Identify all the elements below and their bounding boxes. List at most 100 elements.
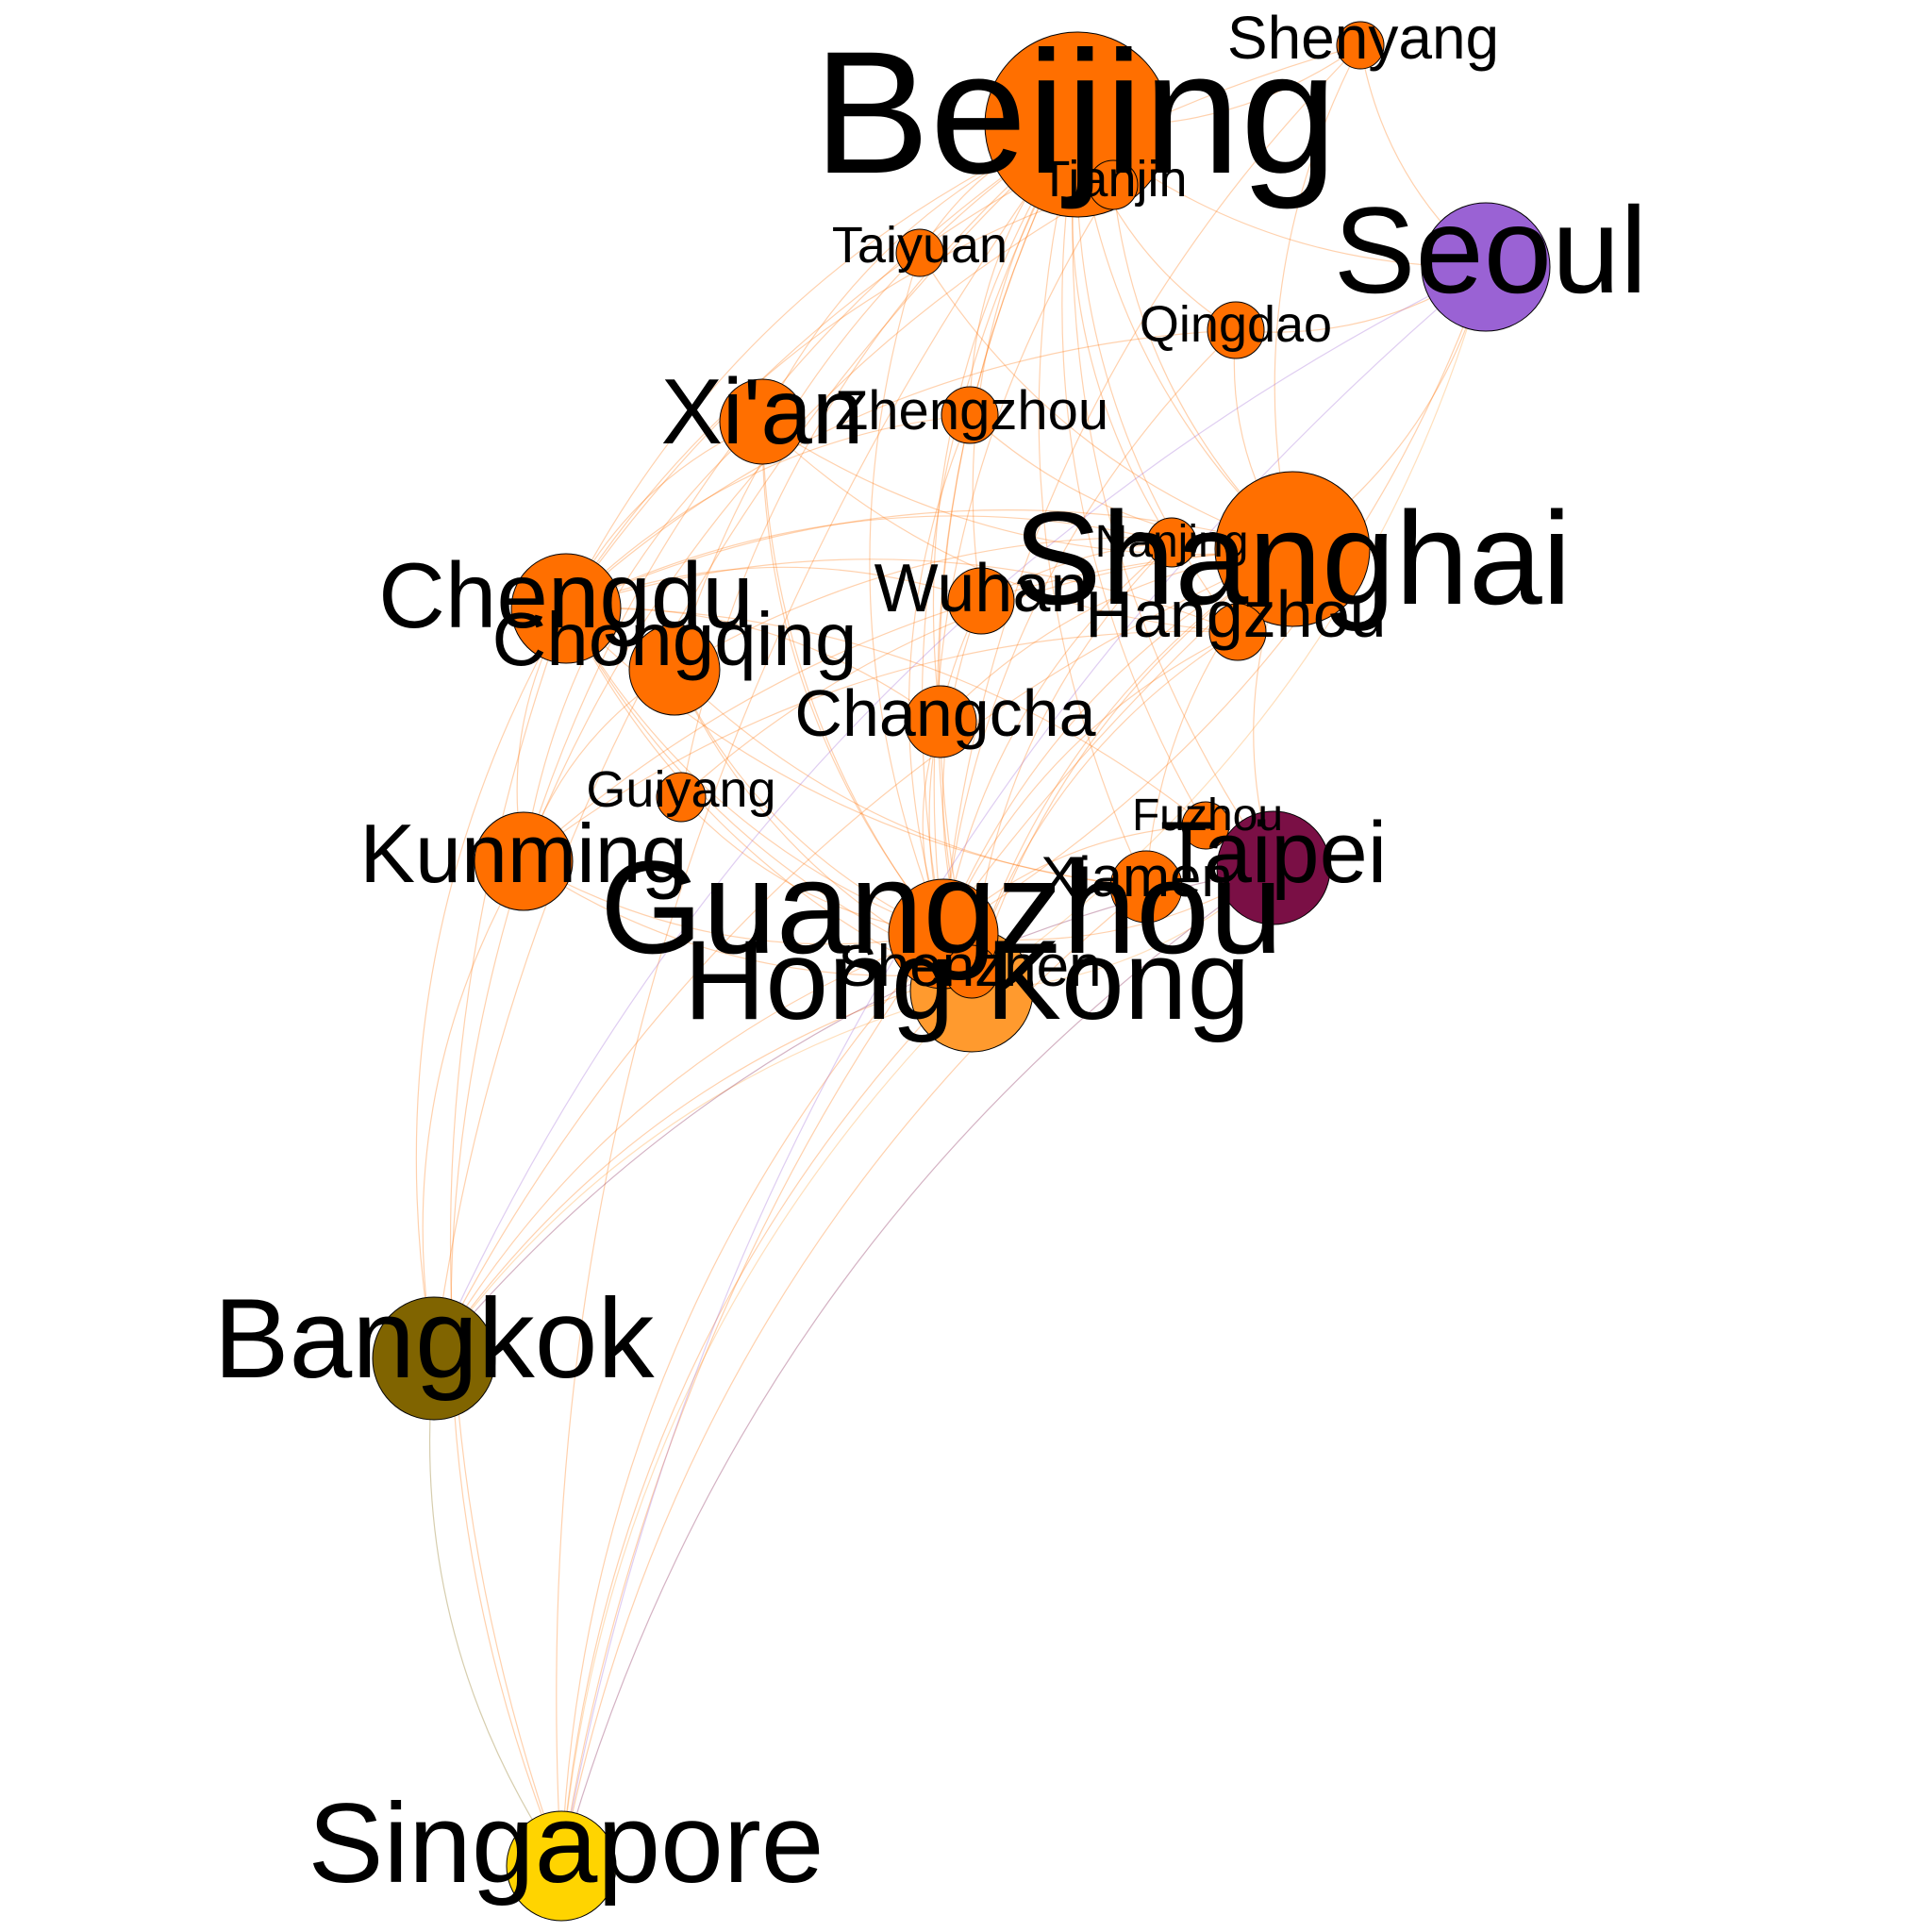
label-chongqing: Chongqing: [492, 597, 858, 681]
label-bangkok: Bangkok: [214, 1275, 656, 1402]
edge-qingdao-chengdu: [565, 329, 1237, 609]
edge-tianjin-chengdu: [565, 184, 1114, 609]
label-qingdao: Qingdao: [1140, 296, 1332, 353]
edge-zhengzhou-chengdu: [565, 414, 971, 609]
edge-shenzhen-singapore: [560, 971, 973, 1867]
edge-shenyang-guangzhou: [942, 44, 1361, 935]
edge-beijing-taipei: [1072, 124, 1274, 869]
edge-bangkok-singapore: [428, 1357, 562, 1867]
node-wuhan: [947, 567, 1015, 635]
node-qingdao: [1207, 301, 1265, 359]
label-zhengzhou: Zhengzhou: [835, 380, 1108, 441]
edge-qingdao-guangzhou: [942, 329, 1237, 935]
label-chengdu: Chengdu: [378, 543, 754, 647]
label-hangzhou: Hangzhou: [1085, 577, 1386, 651]
node-shenyang: [1336, 21, 1385, 70]
edge-chongqing-xiamen: [674, 669, 1147, 888]
label-xiamen: Xiamen: [1041, 845, 1232, 908]
edge-hangzhou-kunming: [523, 630, 1239, 862]
label-kunming: Kunming: [359, 807, 687, 900]
edge-beijing-hongkong: [937, 124, 1078, 991]
edge-fuzhou-chengdu: [565, 608, 1207, 826]
edge-hangzhou-guangzhou: [942, 631, 1239, 935]
edge-beijing-fuzhou: [1061, 124, 1207, 826]
edge-chengdu-bangkok: [415, 608, 567, 1359]
edge-hangzhou-chengdu: [565, 558, 1239, 633]
edge-changcha-chengdu: [565, 607, 941, 723]
edge-nanjing-chengdu: [565, 515, 1173, 609]
node-nanjing: [1146, 517, 1197, 568]
edge-tianjin-kunming: [523, 184, 1114, 862]
edge-beijing-chengdu: [565, 124, 1078, 609]
edge-tianjin-guangzhou: [933, 184, 1114, 935]
node-changcha: [904, 685, 977, 758]
label-taipei: Taipei: [1160, 805, 1387, 901]
edge-nanjing-guangzhou: [942, 541, 1173, 935]
node-fuzhou: [1181, 801, 1230, 850]
edge-beijing-singapore: [556, 124, 1078, 1867]
label-seoul: Seoul: [1334, 181, 1648, 319]
node-zhengzhou: [941, 386, 999, 444]
edge-zhengzhou-guangzhou: [908, 414, 971, 935]
edge-beijing-guangzhou: [921, 124, 1078, 935]
node-hangzhou: [1208, 603, 1267, 661]
edge-beijing-xiamen: [1038, 124, 1147, 888]
edge-hongkong-seoul: [971, 266, 1487, 991]
edge-shanghai-chongqing: [674, 537, 1293, 671]
label-shenzhen: Shenzhen: [838, 934, 1101, 999]
edge-shenzhen-bangkok: [433, 971, 973, 1359]
label-tianjin: Tianjin: [1039, 151, 1187, 208]
label-singapore: Singapore: [308, 1780, 824, 1907]
edge-chengdu-guangzhou: [565, 608, 944, 935]
edge-taipei-singapore: [560, 867, 1274, 1867]
node-layer: [372, 21, 1551, 1922]
edge-guangzhou-seoul: [942, 266, 1487, 935]
label-xian: Xi'an: [661, 359, 864, 463]
label-guangzhou: Guangzhou: [600, 833, 1283, 981]
label-changcha: Changcha: [794, 676, 1095, 750]
edge-seoul-singapore: [560, 266, 1487, 1867]
edge-beijing-chongqing: [674, 124, 1078, 671]
label-wuhan: Wuhan: [874, 551, 1089, 626]
edge-guangzhou-singapore: [560, 933, 944, 1867]
node-shanghai: [1214, 471, 1371, 627]
label-hongkong: Hong Kong: [684, 917, 1250, 1043]
node-chongqing: [628, 624, 721, 716]
edge-guangzhou-bangkok: [433, 933, 944, 1359]
node-guiyang: [656, 772, 707, 823]
edge-shanghai-hongkong: [971, 548, 1293, 991]
label-nanjing: Nanjing: [1095, 517, 1249, 567]
edge-xian-guangzhou: [761, 421, 944, 935]
edge-wuhan-chengdu: [565, 566, 982, 609]
edge-kunming-shenzhen: [523, 860, 973, 976]
edge-shanghai-singapore: [560, 548, 1293, 1867]
edge-chengdu-singapore: [449, 608, 567, 1867]
node-seoul: [1421, 202, 1551, 332]
node-kunming: [474, 811, 574, 911]
label-taiyuan: Taiyuan: [832, 217, 1008, 274]
node-taipei: [1216, 810, 1331, 925]
edge-shanghai-bangkok: [433, 548, 1293, 1359]
edge-kunming-guangzhou: [523, 860, 944, 945]
label-guiyang: Guiyang: [586, 761, 775, 818]
node-singapore: [506, 1810, 617, 1922]
edge-beijing-shenzhen: [938, 124, 1078, 973]
edge-kunming-bangkok: [422, 860, 525, 1359]
label-fuzhou: Fuzhou: [1132, 791, 1283, 841]
node-xiamen: [1109, 850, 1183, 924]
node-tianjin: [1088, 159, 1139, 210]
node-bangkok: [372, 1296, 496, 1421]
edge-hongkong-singapore: [560, 990, 973, 1867]
node-shenzhen: [944, 944, 999, 999]
edge-hongkong-bangkok: [433, 990, 973, 1359]
edge-seoul-bangkok: [433, 266, 1487, 1359]
node-xian: [719, 378, 806, 465]
label-shanghai: Shanghai: [1013, 484, 1572, 632]
label-shenyang: Shenyang: [1227, 4, 1499, 72]
edge-xian-shanghai: [761, 421, 1293, 556]
label-beijing: Beijing: [813, 16, 1337, 210]
edge-taiyuan-guangzhou: [869, 252, 944, 935]
